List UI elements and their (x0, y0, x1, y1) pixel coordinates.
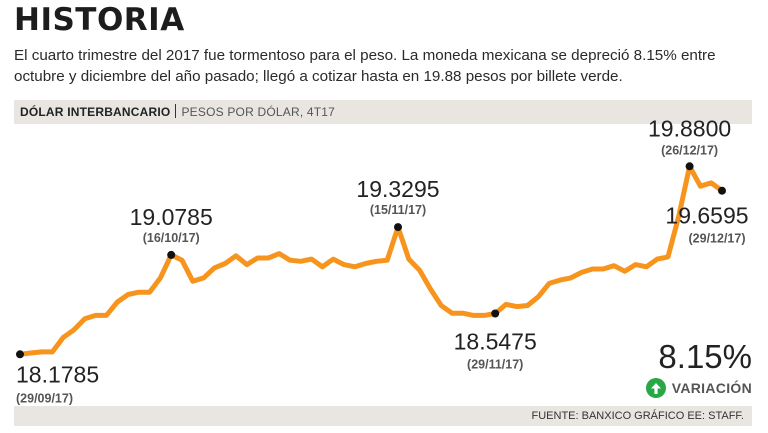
data-point-marker (491, 309, 500, 318)
label-separator (175, 104, 177, 118)
data-value-label: 19.8800 (648, 115, 731, 141)
data-value-label: 18.5475 (454, 329, 537, 355)
source-note: FUENTE: BANXICO GRÁFICO EE: STAFF. (14, 406, 752, 426)
data-date-label: (29/12/17) (689, 232, 746, 246)
chart-label-bar: DÓLAR INTERBANCARIO PESOS POR DÓLAR, 4T17 (14, 100, 752, 124)
chart-label-units: PESOS POR DÓLAR, 4T17 (181, 105, 336, 119)
source-text: FUENTE: BANXICO GRÁFICO EE: STAFF. (531, 410, 745, 422)
data-date-label: (29/11/17) (467, 358, 523, 372)
data-value-label: 19.0785 (130, 204, 213, 230)
data-point-marker (718, 186, 726, 195)
data-date-label: (15/11/17) (370, 203, 426, 217)
data-value-label: 18.1785 (16, 361, 99, 387)
variation-label: VARIACIÓN (671, 380, 752, 396)
data-date-label: (29/09/17) (16, 391, 73, 405)
chart-label-main: DÓLAR INTERBANCARIO (20, 105, 171, 119)
data-point-marker (167, 250, 176, 259)
data-point-marker (685, 162, 694, 171)
variation-value: 8.15% (658, 338, 752, 375)
page-title: HISTORIA (14, 2, 185, 38)
data-value-label: 19.3295 (356, 176, 439, 202)
data-value-label: 19.6595 (665, 203, 748, 229)
data-point-marker (16, 350, 24, 359)
subtitle: El cuarto trimestre del 2017 fue torment… (14, 47, 716, 85)
arrow-up-icon (645, 378, 666, 398)
series-line (17, 163, 725, 357)
data-date-label: (26/12/17) (661, 143, 718, 157)
data-date-label: (16/10/17) (143, 231, 200, 245)
data-point-marker (394, 223, 402, 232)
variation-indicator: VARIACIÓN (645, 378, 752, 398)
